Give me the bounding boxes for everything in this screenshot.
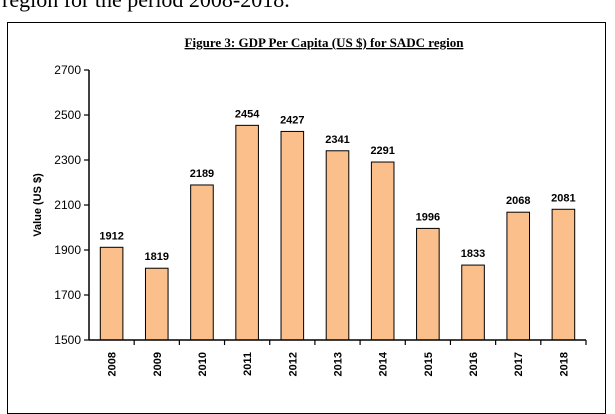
data-label: 1912	[99, 230, 123, 242]
x-tick-label: 2008	[107, 352, 119, 376]
data-label: 2454	[235, 108, 260, 120]
bars: 1912 1819 2189 2454 2427 2341 2291 1996 1833 2068…	[99, 108, 576, 341]
x-tick-label: 2011	[242, 352, 254, 376]
bar	[551, 208, 576, 341]
x-axis: 2008 2009 2010 2011 2012 2013 2014 2015 2016 2017…	[89, 339, 587, 376]
bar	[461, 264, 485, 341]
data-label: 1833	[461, 248, 485, 260]
x-tick-label: 2015	[423, 352, 435, 376]
data-label: 1819	[145, 251, 169, 263]
bar	[190, 184, 214, 341]
bar	[506, 211, 531, 341]
bar	[280, 130, 305, 341]
bar	[370, 161, 395, 341]
y-tick-label: 2700	[54, 63, 81, 77]
x-tick-label: 2016	[468, 352, 480, 376]
bar	[144, 267, 169, 341]
y-tick-label: 2500	[54, 108, 81, 122]
x-tick-label: 2017	[513, 352, 525, 376]
x-tick-label: 2018	[558, 352, 570, 376]
x-tick-label: 2012	[287, 352, 299, 376]
x-tick-label: 2010	[197, 352, 209, 376]
y-tick-label: 2300	[54, 153, 81, 167]
chart-frame	[7, 22, 606, 414]
x-tick-label: 2009	[152, 352, 164, 376]
data-label: 2189	[190, 168, 214, 180]
y-axis: 1500 1700 1900 2100 2300 2500 2700	[54, 63, 90, 347]
data-label: 1996	[416, 211, 440, 223]
data-label: 2341	[325, 134, 349, 146]
y-tick-label: 1900	[54, 243, 81, 257]
data-label: 2068	[506, 195, 530, 207]
bar	[325, 150, 350, 341]
data-label: 2081	[551, 192, 575, 204]
chart-title: Figure 3: GDP Per Capita (US $) for SADC…	[185, 35, 465, 50]
y-tick-label: 1700	[54, 288, 81, 302]
bar	[99, 246, 124, 341]
y-tick-label: 1500	[54, 333, 81, 347]
data-label: 2427	[280, 114, 304, 126]
document-text-fragment: region for the period 2008-2018.	[2, 0, 290, 13]
bar	[235, 124, 259, 341]
y-tick-label: 2100	[54, 198, 81, 212]
y-axis-label: Value (US $)	[32, 173, 44, 237]
x-tick-label: 2013	[333, 352, 345, 376]
bar	[416, 227, 440, 341]
x-tick-label: 2014	[378, 351, 390, 376]
data-label: 2291	[370, 145, 394, 157]
